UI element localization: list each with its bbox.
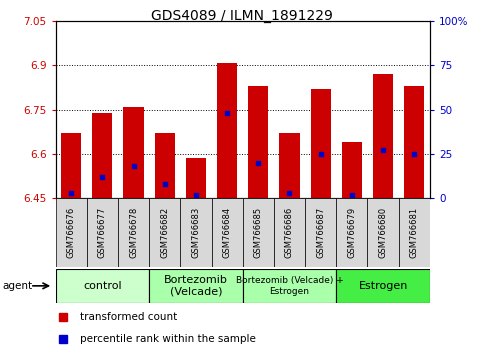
Text: Estrogen: Estrogen — [358, 281, 408, 291]
Text: GSM766687: GSM766687 — [316, 207, 325, 258]
Bar — [404, 86, 425, 198]
Text: GSM766679: GSM766679 — [347, 207, 356, 258]
Bar — [336, 198, 368, 267]
Text: GSM766685: GSM766685 — [254, 207, 263, 258]
Bar — [149, 198, 180, 267]
Bar — [155, 133, 175, 198]
Text: GSM766676: GSM766676 — [67, 207, 76, 258]
Bar — [248, 86, 269, 198]
Text: agent: agent — [2, 281, 32, 291]
Text: Bortezomib
(Velcade): Bortezomib (Velcade) — [164, 275, 228, 297]
Bar — [311, 89, 331, 198]
Bar — [118, 198, 149, 267]
Text: GSM766683: GSM766683 — [191, 207, 200, 258]
Bar — [186, 159, 206, 198]
Text: transformed count: transformed count — [80, 312, 177, 322]
Bar — [373, 74, 393, 198]
Text: percentile rank within the sample: percentile rank within the sample — [80, 334, 256, 344]
Text: GSM766684: GSM766684 — [223, 207, 232, 258]
Bar — [336, 269, 430, 303]
Bar — [242, 198, 274, 267]
Text: GSM766686: GSM766686 — [285, 207, 294, 258]
Bar — [180, 198, 212, 267]
Text: GSM766677: GSM766677 — [98, 207, 107, 258]
Bar — [149, 269, 242, 303]
Bar — [279, 133, 299, 198]
Text: GDS4089 / ILMN_1891229: GDS4089 / ILMN_1891229 — [151, 9, 332, 23]
Text: GSM766682: GSM766682 — [160, 207, 169, 258]
Bar — [212, 198, 242, 267]
Bar — [242, 269, 336, 303]
Text: Bortezomib (Velcade) +
Estrogen: Bortezomib (Velcade) + Estrogen — [236, 276, 343, 296]
Text: control: control — [83, 281, 122, 291]
Bar — [342, 142, 362, 198]
Text: GSM766681: GSM766681 — [410, 207, 419, 258]
Bar — [56, 198, 87, 267]
Text: GSM766678: GSM766678 — [129, 207, 138, 258]
Text: GSM766680: GSM766680 — [379, 207, 387, 258]
Bar — [56, 269, 149, 303]
Bar — [217, 63, 237, 198]
Bar — [305, 198, 336, 267]
Bar — [92, 113, 113, 198]
Bar — [87, 198, 118, 267]
Bar — [274, 198, 305, 267]
Bar — [123, 107, 143, 198]
Bar — [61, 133, 81, 198]
Bar — [398, 198, 430, 267]
Bar — [368, 198, 398, 267]
